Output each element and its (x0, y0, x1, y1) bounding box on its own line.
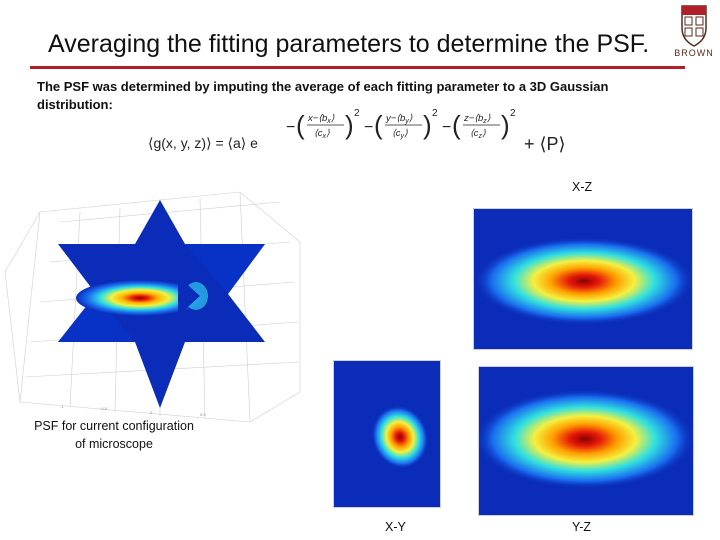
y-numerator: y−⟨b (385, 113, 405, 124)
svg-text:⟨cz⟩: ⟨cz⟩ (470, 128, 486, 140)
title-rule (30, 66, 685, 69)
gaussian-equation: ⟨g(x, y, z)⟩ = ⟨a⟩ e − ( x−⟨bx⟩ ⟨cx⟩ ) 2… (148, 104, 588, 160)
z-numerator: z−⟨b (463, 113, 483, 124)
svg-text:0: 0 (150, 410, 153, 415)
yz-label: Y-Z (572, 520, 591, 534)
svg-text:): ) (501, 110, 510, 140)
x-numerator: x−⟨b (307, 113, 327, 124)
equation-minus-1: − (286, 119, 295, 136)
equation-lhs: ⟨g(x, y, z)⟩ = ⟨a⟩ e (148, 135, 258, 151)
psf-caption-line-2: of microscope (75, 437, 153, 451)
svg-text:0.5: 0.5 (200, 412, 206, 417)
xz-cross-section (473, 208, 694, 350)
xz-label: X-Z (572, 180, 593, 194)
svg-text:): ) (423, 110, 432, 140)
svg-text:2: 2 (510, 108, 516, 119)
svg-text:-1: -1 (60, 404, 64, 409)
equation-plus-p: + ⟨P⟩ (524, 134, 566, 154)
equation-minus-2: − (364, 119, 373, 136)
intro-text: The PSF was determined by imputing the a… (37, 79, 609, 112)
yz-cross-section (475, 366, 695, 516)
xy-cross-section (333, 360, 441, 508)
xy-label: X-Y (385, 520, 406, 534)
x-denominator: ⟨c (314, 128, 323, 139)
svg-text:(: ( (296, 110, 305, 140)
psf-caption: PSF for current configuration of microsc… (14, 417, 214, 453)
svg-text:⟨cx⟩: ⟨cx⟩ (314, 128, 330, 140)
svg-text:z−⟨bz⟩: z−⟨bz⟩ (463, 113, 491, 125)
psf-3d-plot: -1 -0.5 0 0.5 (0, 182, 310, 423)
svg-text:y−⟨by⟩: y−⟨by⟩ (385, 113, 413, 125)
svg-text:(: ( (374, 110, 383, 140)
z-denominator: ⟨c (470, 128, 479, 139)
svg-text:(: ( (452, 110, 461, 140)
axis-ticks: -1 -0.5 0 0.5 (60, 404, 206, 417)
svg-text:): ) (345, 110, 354, 140)
psf-caption-line-1: PSF for current configuration (34, 419, 194, 433)
svg-text:-0.5: -0.5 (100, 406, 108, 411)
y-denominator: ⟨c (392, 128, 401, 139)
logo-wordmark: BROWN (674, 48, 714, 58)
svg-text:x−⟨bx⟩: x−⟨bx⟩ (307, 113, 335, 125)
equation-minus-3: − (442, 119, 451, 136)
page-title: Averaging the fitting parameters to dete… (48, 30, 650, 58)
svg-text:⟨cy⟩: ⟨cy⟩ (392, 128, 408, 140)
psf-star-planes (58, 200, 265, 408)
svg-text:2: 2 (432, 108, 438, 119)
svg-text:2: 2 (354, 108, 360, 119)
brown-logo: BROWN (668, 2, 720, 58)
